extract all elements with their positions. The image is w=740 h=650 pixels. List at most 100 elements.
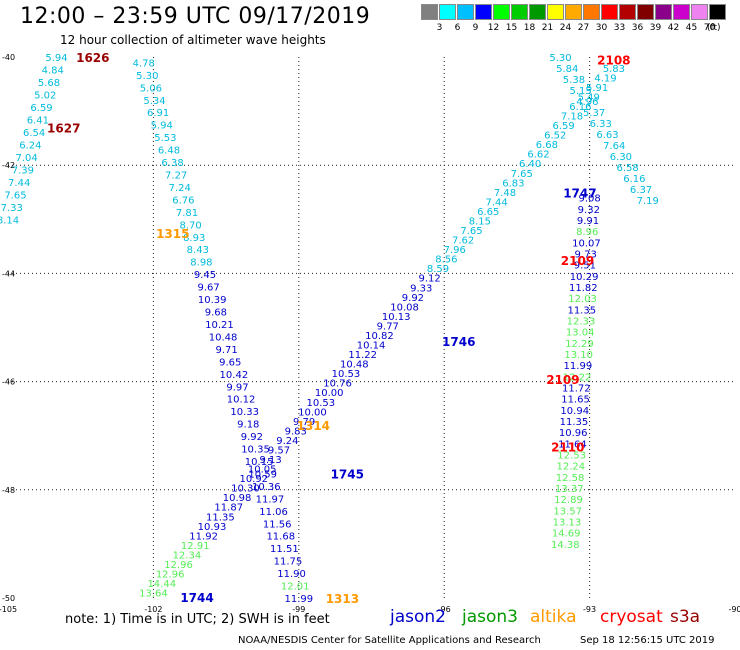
swh-data-label: 10.94 <box>560 406 589 417</box>
swh-data-label: 6.38 <box>161 158 183 169</box>
color-scale-label: 9 <box>472 23 479 33</box>
swh-data-label: 9.32 <box>578 205 600 216</box>
swh-data-label: 4.78 <box>133 58 155 69</box>
swh-data-label: 8.15 <box>469 216 491 227</box>
swh-data-label: 13.04 <box>566 328 595 339</box>
swh-data-label: 11.75 <box>274 557 303 568</box>
swh-data-label: 5.38 <box>563 75 585 86</box>
color-scale-swatch <box>547 4 564 20</box>
swh-data-label: 5.34 <box>143 96 165 107</box>
swh-data-label: 9.12 <box>419 274 441 285</box>
color-scale-label: 18 <box>523 23 536 33</box>
swh-data-label: 6.52 <box>544 131 566 142</box>
swh-data-label: 7.44 <box>8 178 30 189</box>
swh-data-label: 6.30 <box>610 152 632 163</box>
y-tick-label: -46 <box>2 378 15 387</box>
pass-time-label: 1745 <box>331 468 364 482</box>
swh-data-label: 11.87 <box>214 503 243 514</box>
swh-data-label: 9.77 <box>377 321 399 332</box>
swh-data-label: 10.08 <box>390 302 419 313</box>
swh-data-label: 12.34 <box>173 550 202 561</box>
swh-data-label: 6.33 <box>590 119 612 130</box>
swh-data-label: 10.29 <box>570 272 599 283</box>
swh-data-label: 10.07 <box>572 238 601 249</box>
swh-data-label: 12.33 <box>567 317 596 328</box>
swh-data-label: 7.18 <box>561 112 583 123</box>
color-scale-label: 6 <box>454 23 461 33</box>
swh-data-label: 8.70 <box>179 220 201 231</box>
swh-data-label: 10.14 <box>357 341 386 352</box>
swh-data-label: 11.65 <box>561 395 590 406</box>
swh-data-label: 8.14 <box>0 215 19 226</box>
x-tick-label: -93 <box>583 605 596 614</box>
swh-data-label: 5.30 <box>136 71 158 82</box>
pass-time-label: 1315 <box>156 227 189 241</box>
swh-data-label: 11.35 <box>567 305 596 316</box>
swh-data-label: 5.83 <box>603 64 625 75</box>
color-scale-swatch <box>619 4 636 20</box>
pass-time-label: 1747 <box>563 186 596 200</box>
pass-time-label: 1314 <box>297 419 330 433</box>
swh-data-label: 10.15 <box>245 457 274 468</box>
legend-cryosat: cryosat <box>600 607 663 627</box>
swh-data-label: 11.51 <box>270 544 299 555</box>
color-scale-swatch <box>637 4 654 20</box>
timestamp: Sep 18 12:56:15 UTC 2019 <box>580 635 715 646</box>
color-scale-swatch <box>655 4 672 20</box>
swh-data-label: 10.33 <box>230 407 259 418</box>
pass-time-label: 2108 <box>597 54 630 68</box>
color-scale-label: 30 <box>595 23 608 33</box>
swh-data-label: 10.48 <box>340 360 369 371</box>
color-scale-label: 24 <box>559 23 572 33</box>
swh-data-label: 9.73 <box>575 250 597 261</box>
swh-data-label: 12.53 <box>557 451 586 462</box>
legend-jason3: jason3 <box>462 607 518 627</box>
swh-data-label: 9.18 <box>237 420 259 431</box>
swh-data-label: 10.35 <box>241 445 270 456</box>
swh-data-label: 10.36 <box>252 482 281 493</box>
x-tick-label: -105 <box>0 605 17 614</box>
color-scale-swatch <box>421 4 438 20</box>
swh-data-label: 10.42 <box>220 370 249 381</box>
color-scale-swatch <box>601 4 618 20</box>
swh-data-label: 9.83 <box>285 426 307 437</box>
swh-data-label: 6.58 <box>616 163 638 174</box>
swh-data-label: 11.90 <box>277 569 306 580</box>
swh-data-label: 5.94 <box>151 121 173 132</box>
swh-data-label: 13.37 <box>555 484 584 495</box>
color-scale-swatch <box>673 4 690 20</box>
swh-data-label: 10.21 <box>205 320 234 331</box>
swh-data-label: 10.05 <box>248 465 277 476</box>
legend-jason2: jason2 <box>390 607 446 627</box>
pass-time-label: 1746 <box>442 335 475 349</box>
swh-data-label: 5.53 <box>154 133 176 144</box>
swh-data-label: 6.65 <box>477 207 499 218</box>
swh-data-label: 9.91 <box>577 216 599 227</box>
swh-data-label: 5.30 <box>549 53 571 64</box>
swh-data-label: 12.01 <box>281 582 310 593</box>
swh-data-label: 7.96 <box>444 245 466 256</box>
swh-data-label: 12.58 <box>556 473 585 484</box>
color-scale-label: 45 <box>685 23 698 33</box>
pass-time-label: 2110 <box>551 441 584 455</box>
swh-data-label: 11.35 <box>560 417 589 428</box>
pass-time-label: 2109 <box>546 373 579 387</box>
swh-data-label: 6.24 <box>19 140 41 151</box>
swh-data-label: 10.92 <box>240 474 269 485</box>
y-tick-label: -48 <box>2 486 15 495</box>
swh-data-label: 6.37 <box>630 185 652 196</box>
color-scale-label: 15 <box>505 23 518 33</box>
pass-time-label: 1627 <box>47 121 80 135</box>
swh-data-label: 13.10 <box>564 350 593 361</box>
swh-data-label: 5.94 <box>45 53 67 64</box>
swh-data-label: 8.56 <box>435 255 457 266</box>
swh-data-label: 10.53 <box>307 398 336 409</box>
swh-data-label: 11.56 <box>263 519 292 530</box>
swh-data-label: 4.84 <box>42 65 64 76</box>
swh-data-label: 10.82 <box>365 331 394 342</box>
color-scale-swatch <box>475 4 492 20</box>
swh-data-label: 7.24 <box>169 183 191 194</box>
swh-data-label: 10.12 <box>227 395 256 406</box>
color-scale-label: 42 <box>667 23 680 33</box>
